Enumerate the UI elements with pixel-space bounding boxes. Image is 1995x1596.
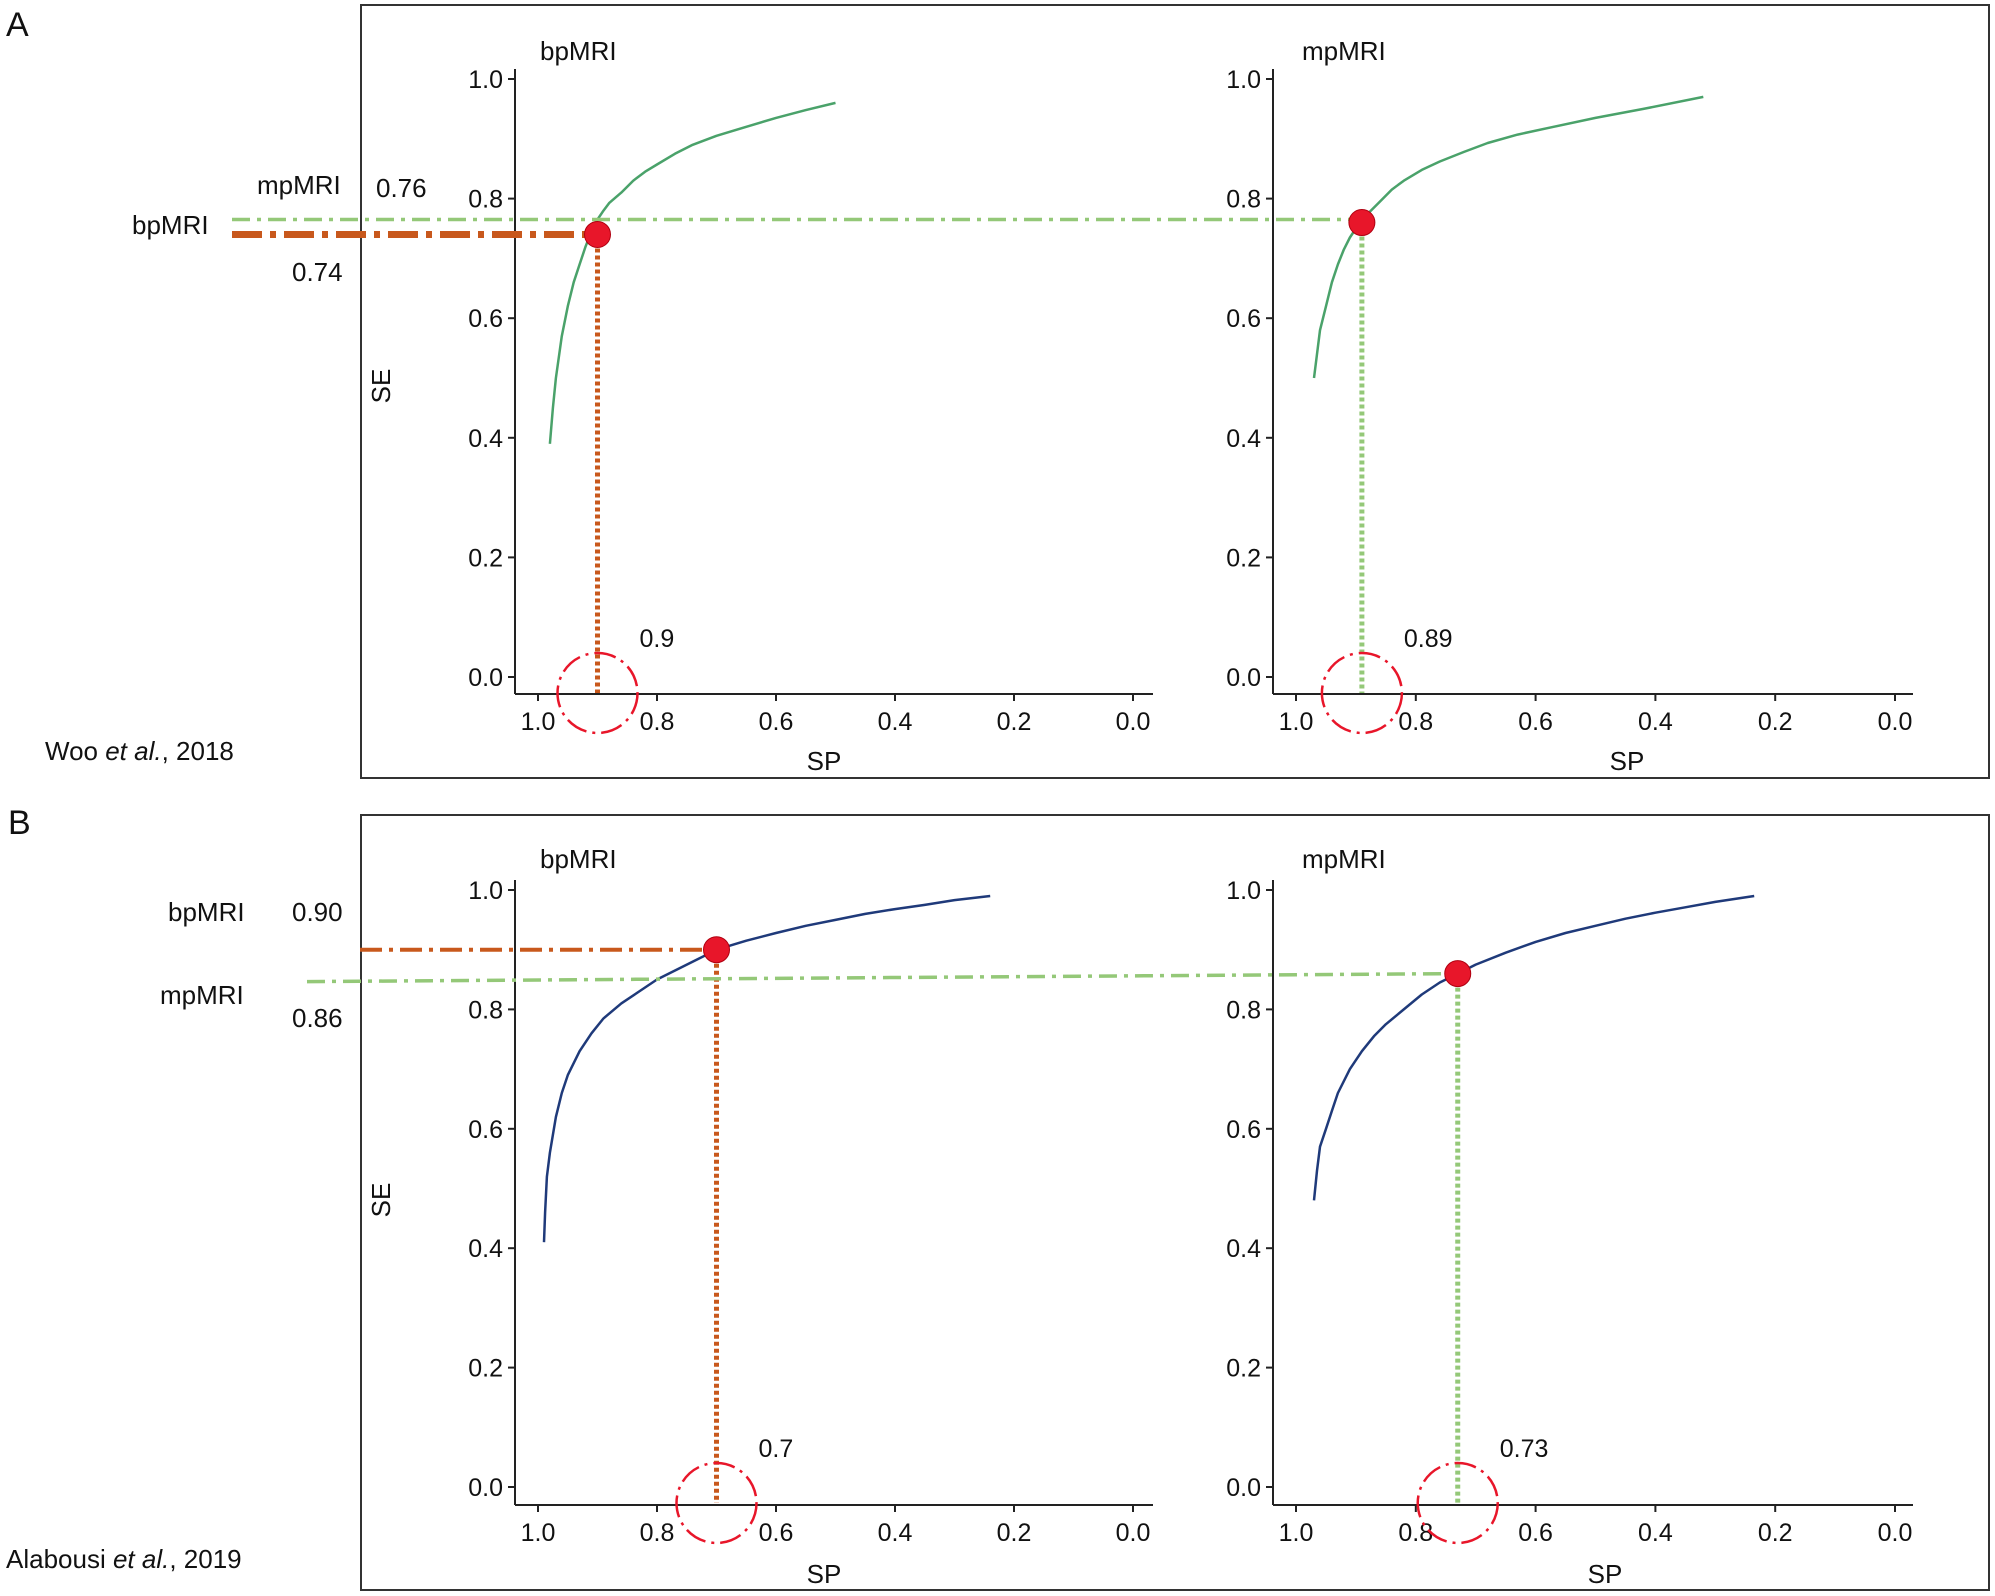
p0-1-xtick-label: 0.4: [1638, 708, 1673, 736]
p1-1-ytick-label: 0.6: [1226, 1116, 1261, 1144]
p0-1-xtick-label: 0.8: [1398, 708, 1433, 736]
p0-1-ytick-label: 0.0: [1226, 664, 1261, 692]
p0-0-operating-point: [584, 220, 611, 248]
p1-1-ytick-label: 0.0: [1226, 1474, 1261, 1502]
p1-0-sp-circle: [675, 1461, 758, 1545]
p1-0-sp-annotation: 0.7: [759, 1435, 794, 1463]
p1-1-ytick-label: 0.4: [1226, 1235, 1261, 1263]
p0-0-ytick-label: 0.4: [468, 425, 503, 453]
panel-b-citation: Alabousi et al., 2019: [6, 1544, 242, 1574]
p0-0-ytick-label: 0.0: [468, 664, 503, 692]
p1-0-ytick-label: 0.6: [468, 1116, 503, 1144]
p1-0-xlabel: SP: [807, 1559, 842, 1589]
panel-a-mp-side-label: mpMRI: [257, 170, 341, 200]
panel-b-mp-side-label: mpMRI: [160, 980, 244, 1010]
p0-0-xtick-label: 0.6: [759, 708, 794, 736]
p1-0-xtick-label: 0.4: [878, 1519, 913, 1547]
p1-1-xtick-label: 0.4: [1638, 1519, 1673, 1547]
p0-1-operating-point: [1348, 209, 1376, 237]
p1-1-operating-point: [1444, 960, 1472, 988]
p0-1-title: mpMRI: [1302, 36, 1386, 66]
p1-1-xtick-label: 1.0: [1279, 1519, 1314, 1547]
p1-1-sp-annotation: 0.73: [1500, 1435, 1549, 1463]
p1-1-ytick-label: 0.2: [1226, 1355, 1261, 1383]
p0-0-ytick-label: 0.6: [468, 305, 503, 333]
guides-layer: 0.9 0.89 0.7 0.73: [232, 209, 1549, 1545]
p1-0-xtick-label: 0.2: [997, 1519, 1032, 1547]
p0-0-xtick-label: 0.0: [1116, 708, 1151, 736]
panel-a-frame: [360, 4, 1990, 779]
p1-mp-se-guide: [306, 971, 1458, 984]
p1-1-roc-curve: [1312, 894, 1755, 1201]
p0-0-sp-circle: [556, 651, 639, 735]
panel-a-mp-side-value: 0.76: [376, 173, 427, 203]
p1-0-xtick-label: 0.8: [640, 1519, 675, 1547]
p0-1-xlabel: SP: [1610, 746, 1645, 776]
panel-b-letter: B: [8, 804, 31, 842]
p0-0-xtick-label: 0.4: [878, 708, 913, 736]
p1-1-xtick-label: 0.0: [1878, 1519, 1913, 1547]
p0-1-ytick-label: 0.8: [1226, 186, 1261, 214]
p1-0-ytick-label: 0.8: [468, 996, 503, 1024]
p0-0-ytick-label: 0.8: [468, 186, 503, 214]
panel-a: A Woo et al., 2018 mpMRI 0.76 bpMRI 0.74…: [6, 4, 1990, 779]
p1-0-xtick-label: 0.6: [759, 1519, 794, 1547]
p0-0-title: bpMRI: [540, 36, 617, 66]
p0-0-xlabel: SP: [807, 746, 842, 776]
p0-1-xtick-label: 1.0: [1279, 708, 1314, 736]
p1-1-ytick-label: 1.0: [1226, 877, 1261, 905]
p1-1-xlabel: SP: [1588, 1559, 1623, 1589]
p1-0-operating-point: [703, 936, 730, 964]
p0-0-ytick-label: 1.0: [468, 66, 503, 94]
p1-0-ytick-label: 1.0: [468, 877, 503, 905]
p1-1-xtick-label: 0.2: [1758, 1519, 1793, 1547]
p1-1-xtick-label: 0.6: [1518, 1519, 1553, 1547]
panel-b-ylabel: SE: [366, 1183, 396, 1218]
p1-1-sp-circle: [1416, 1461, 1499, 1545]
p0-0-sp-annotation: 0.9: [640, 625, 675, 653]
p1-0-ytick-label: 0.0: [468, 1474, 503, 1502]
panel-a-bp-side-label: bpMRI: [132, 210, 209, 240]
p0-0-xtick-label: 1.0: [521, 708, 556, 736]
p1-0-xtick-label: 0.0: [1116, 1519, 1151, 1547]
panel-b: B Alabousi et al., 2019 bpMRI 0.90 mpMRI…: [6, 804, 1990, 1591]
panel-a-bp-side-value: 0.74: [292, 257, 343, 287]
panel-a-letter: A: [6, 6, 29, 44]
p1-0-title: bpMRI: [540, 844, 617, 874]
p0-0-ytick-label: 0.2: [468, 544, 503, 572]
p1-1-title: mpMRI: [1302, 844, 1386, 874]
p1-1-ytick-label: 0.8: [1226, 996, 1261, 1024]
p0-0-xtick-label: 0.2: [997, 708, 1032, 736]
p0-1-ytick-label: 0.4: [1226, 425, 1261, 453]
p0-1-xtick-label: 0.6: [1518, 708, 1553, 736]
panel-b-frame: [360, 814, 1990, 1591]
panel-a-ylabel: SE: [366, 369, 396, 404]
panel-b-bp-side-value: 0.90: [292, 897, 343, 927]
p0-1-ytick-label: 1.0: [1226, 66, 1261, 94]
p0-1-ytick-label: 0.2: [1226, 544, 1261, 572]
plots-layer: 0.0 0.2 0.4 0.6 0.8 1.0 1.0 0.8 0.6 0.4 0.2 0.0 bpMR…: [468, 36, 1913, 1589]
panel-b-mp-side-value: 0.86: [292, 1003, 343, 1033]
panel-a-citation: Woo et al., 2018: [45, 736, 234, 766]
p0-0-roc-curve: [548, 101, 836, 444]
p0-1-sp-circle: [1320, 651, 1404, 735]
p1-0-ytick-label: 0.4: [468, 1235, 503, 1263]
p0-1-sp-annotation: 0.89: [1404, 625, 1453, 653]
p0-1-xtick-label: 0.2: [1758, 708, 1793, 736]
p0-0-xtick-label: 0.8: [640, 708, 675, 736]
p1-1-xtick-label: 0.8: [1398, 1519, 1433, 1547]
panel-b-bp-side-label: bpMRI: [168, 897, 245, 927]
p1-0-ytick-label: 0.2: [468, 1355, 503, 1383]
p1-0-xtick-label: 1.0: [521, 1519, 556, 1547]
p0-1-roc-curve: [1312, 95, 1704, 379]
p0-1-ytick-label: 0.6: [1226, 305, 1261, 333]
p0-1-xtick-label: 0.0: [1878, 708, 1913, 736]
